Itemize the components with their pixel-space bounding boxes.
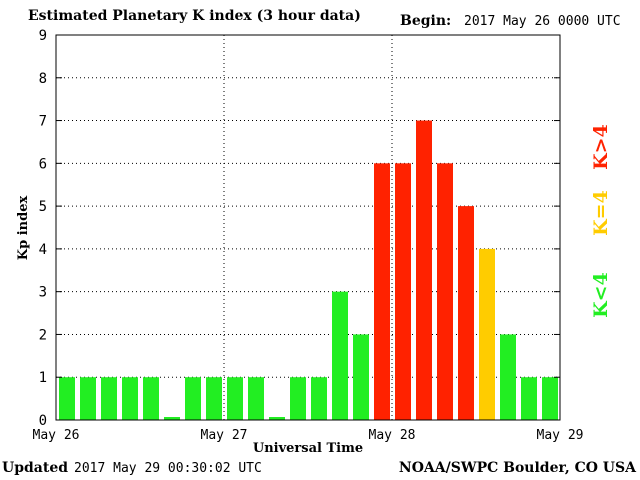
x-tick-label: May 26: [33, 428, 80, 443]
credit-text: NOAA/SWPC Boulder, CO USA: [398, 460, 636, 476]
x-tick-label: May 28: [369, 428, 416, 443]
kp-bar: [206, 377, 222, 420]
x-axis-label: Universal Time: [253, 441, 363, 456]
bar-series: [59, 120, 558, 421]
y-tick-label: 5: [39, 199, 47, 215]
y-tick-label: 1: [39, 370, 47, 386]
y-tick-label: 9: [39, 28, 47, 44]
kp-bar: [311, 377, 327, 420]
updated-value: 2017 May 29 00:30:02 UTC: [74, 461, 262, 476]
kp-bar: [227, 377, 243, 420]
y-tick-label: 3: [39, 285, 47, 301]
y-tick-label: 2: [39, 327, 47, 343]
gridlines: [56, 35, 560, 420]
axes: [55, 34, 561, 421]
kp-bar: [269, 417, 285, 420]
kp-bar: [143, 377, 159, 420]
kp-bar: [437, 163, 453, 421]
kp-bar: [59, 377, 75, 420]
kp-bar: [416, 120, 432, 421]
kp-bar: [122, 377, 138, 420]
kp-bar: [248, 377, 264, 420]
kp-bar: [185, 377, 201, 420]
y-tick-label: 8: [39, 71, 47, 87]
x-tick-label: May 27: [201, 428, 248, 443]
legend-item: K=4: [590, 190, 612, 236]
kp-bar: [500, 334, 516, 420]
y-tick-label: 7: [39, 114, 47, 130]
y-tick-label: 4: [39, 242, 47, 258]
kp-bar: [80, 377, 96, 420]
kp-bar: [479, 248, 495, 420]
y-tick-label: 6: [39, 156, 47, 172]
kp-bar: [521, 377, 537, 420]
legend: K<4 K=4 K>4: [590, 124, 612, 318]
begin-label: Begin:: [400, 13, 452, 29]
y-tick-labels: 0 1 2 3 4 5 6 7 8 9: [39, 28, 47, 429]
y-axis-label: Kp index: [16, 196, 31, 261]
chart-title: Estimated Planetary K index (3 hour data…: [28, 8, 361, 24]
kp-bar: [458, 206, 474, 420]
kp-bar: [290, 377, 306, 420]
kp-bar: [542, 377, 558, 420]
kp-bar: [395, 163, 411, 421]
begin-value: 2017 May 26 0000 UTC: [464, 14, 621, 29]
kp-bar: [164, 417, 180, 420]
y-tick-label: 0: [39, 413, 47, 429]
legend-item: K>4: [590, 124, 612, 170]
kp-bar: [332, 291, 348, 420]
kp-bar: [353, 334, 369, 420]
x-tick-labels: May 26 May 27 May 28 May 29: [33, 428, 584, 443]
kp-bar: [101, 377, 117, 420]
plot-frame: [55, 34, 561, 421]
kp-bar: [374, 163, 390, 421]
updated-label: Updated: [2, 460, 69, 476]
legend-item: K<4: [590, 272, 612, 318]
x-tick-label: May 29: [537, 428, 584, 443]
